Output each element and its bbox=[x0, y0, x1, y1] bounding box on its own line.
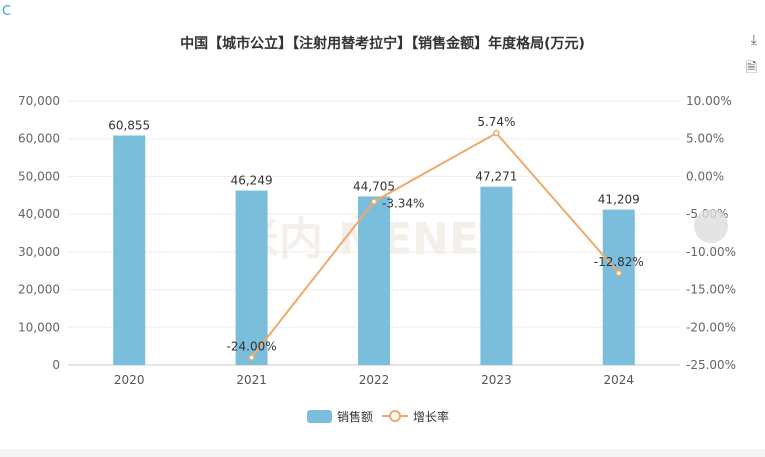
left-tick-label: 30,000 bbox=[18, 245, 60, 259]
bottom-bar bbox=[0, 449, 765, 457]
growth-label: -24.00% bbox=[227, 339, 277, 353]
right-tick-label: 5.00% bbox=[686, 132, 724, 146]
x-tick-label: 2021 bbox=[236, 373, 267, 387]
growth-label: -12.82% bbox=[594, 255, 644, 269]
bar bbox=[358, 196, 390, 365]
right-tick-label: -10.00% bbox=[686, 245, 736, 259]
chart-title: 中国【城市公立】【注射用替考拉宁】【销售金额】年度格局(万元) bbox=[180, 36, 585, 52]
bar-label: 44,705 bbox=[353, 179, 395, 193]
bar bbox=[113, 135, 146, 365]
bar bbox=[480, 186, 513, 365]
x-tick-label: 2023 bbox=[481, 373, 512, 387]
left-tick-label: 40,000 bbox=[18, 207, 60, 221]
right-tick-label: -20.00% bbox=[686, 320, 736, 334]
left-tick-label: 10,000 bbox=[18, 320, 60, 334]
download-icon[interactable]: ⤓ bbox=[750, 32, 757, 48]
bar-label: 41,209 bbox=[598, 193, 640, 207]
right-tick-label: 0.00% bbox=[686, 169, 724, 183]
legend-line-label: 增长率 bbox=[413, 409, 449, 424]
legend-line-marker bbox=[389, 410, 401, 422]
legend-bar-swatch bbox=[307, 410, 332, 423]
x-tick-label: 2022 bbox=[359, 373, 390, 387]
right-tick-label: 10.00% bbox=[686, 94, 732, 108]
left-tick-label: 50,000 bbox=[18, 169, 60, 183]
left-tick-label: 60,000 bbox=[18, 132, 60, 146]
growth-point bbox=[248, 354, 255, 361]
right-tick-label: -15.00% bbox=[686, 283, 736, 297]
scroll-handle bbox=[694, 209, 728, 243]
growth-label: 5.74% bbox=[477, 115, 515, 129]
bar-label: 47,271 bbox=[475, 170, 517, 184]
bar-label: 60,855 bbox=[108, 118, 150, 132]
bar-label: 46,249 bbox=[231, 174, 273, 188]
growth-label: -3.34% bbox=[382, 196, 424, 210]
bar bbox=[602, 209, 635, 365]
bar bbox=[235, 190, 268, 365]
left-tick-label: 20,000 bbox=[18, 283, 60, 297]
document-icon[interactable]: 🗎 bbox=[745, 60, 757, 76]
growth-point bbox=[370, 198, 378, 205]
right-tick-label: -25.00% bbox=[686, 358, 736, 372]
left-tick-label: 0 bbox=[52, 358, 60, 372]
growth-point bbox=[493, 129, 500, 137]
growth-line bbox=[250, 131, 620, 359]
left-tick-label: 70,000 bbox=[18, 94, 60, 108]
legend-bar-label: 销售额 bbox=[337, 409, 373, 424]
x-tick-label: 2020 bbox=[114, 373, 145, 387]
corner-label: C bbox=[2, 4, 12, 19]
x-tick-label: 2024 bbox=[604, 373, 635, 387]
growth-point bbox=[615, 269, 623, 277]
